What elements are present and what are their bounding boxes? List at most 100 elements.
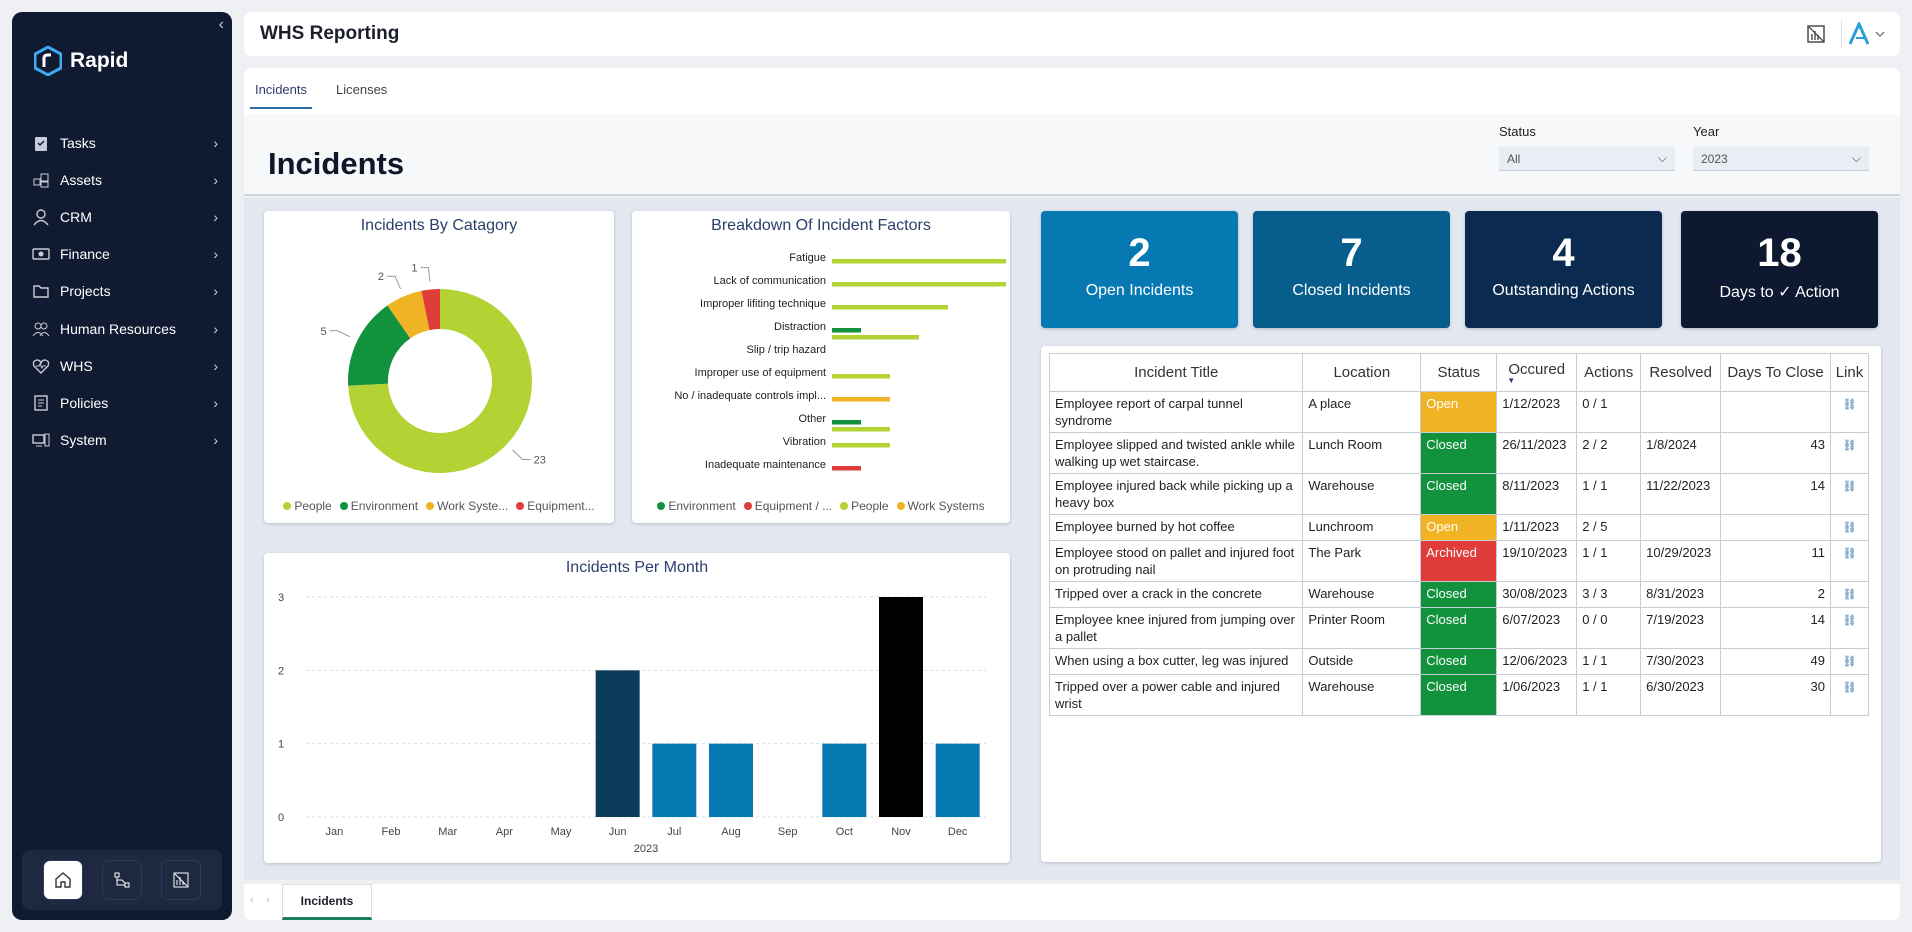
cell-location: Lunchroom bbox=[1302, 514, 1422, 541]
table-row[interactable]: Employee injured back while picking up a… bbox=[1048, 473, 1870, 515]
cell-days: 14 bbox=[1720, 473, 1831, 515]
user-menu-icon[interactable] bbox=[1848, 22, 1888, 46]
link-icon[interactable]: ⛓ bbox=[1842, 589, 1857, 601]
table-row[interactable]: Employee knee injured from jumping over … bbox=[1048, 607, 1870, 649]
sidebar-item-human-resources[interactable]: Human Resources › bbox=[12, 310, 232, 347]
monthly-bar-chart[interactable]: 0 1 2 3 Jan Feb Mar Apr May Jun Jul Aug Sep Oct Nov Dec… bbox=[264, 581, 1010, 861]
sidebar-item-system[interactable]: System › bbox=[12, 422, 232, 459]
factor-bar[interactable] bbox=[832, 259, 1006, 264]
factor-bar[interactable] bbox=[832, 443, 890, 448]
collapse-sidebar-icon[interactable]: ‹ bbox=[218, 16, 224, 33]
cell-status: Open bbox=[1420, 391, 1498, 433]
column-header[interactable]: Resolved bbox=[1640, 353, 1722, 392]
link-icon[interactable]: ⛓ bbox=[1842, 656, 1857, 668]
sidebar-item-tasks[interactable]: Tasks › bbox=[12, 124, 232, 161]
kpi-card[interactable]: 18 Days to ✓ Action bbox=[1681, 211, 1878, 328]
legend-item[interactable]: Environment bbox=[657, 499, 736, 513]
link-icon[interactable]: ⛓ bbox=[1842, 522, 1857, 534]
link-icon[interactable]: ⛓ bbox=[1842, 615, 1857, 627]
kpi-card[interactable]: 7 Closed Incidents bbox=[1253, 211, 1450, 328]
brand-logo[interactable]: Rapid bbox=[34, 46, 128, 76]
kpi-card[interactable]: 4 Outstanding Actions bbox=[1465, 211, 1662, 328]
factor-bar[interactable] bbox=[832, 427, 890, 432]
category-donut-chart[interactable]: 23 5 2 1 bbox=[264, 233, 614, 513]
report-icon[interactable] bbox=[1806, 24, 1826, 44]
cell-actions: 1 / 1 bbox=[1576, 674, 1642, 716]
table-row[interactable]: When using a box cutter, leg was injured… bbox=[1048, 648, 1870, 675]
table-row[interactable]: Employee burned by hot coffee Lunchroom Op… bbox=[1048, 514, 1870, 541]
legend-item[interactable]: People bbox=[283, 499, 332, 513]
chevron-left-icon[interactable]: ‹ bbox=[250, 894, 254, 906]
legend-item[interactable]: People bbox=[840, 499, 889, 513]
factor-bar[interactable] bbox=[832, 305, 948, 310]
pie-data-label: 1 bbox=[411, 263, 417, 275]
workflow-button[interactable] bbox=[101, 860, 142, 900]
chevron-right-icon[interactable]: › bbox=[266, 894, 270, 906]
cell-actions: 2 / 2 bbox=[1576, 432, 1642, 474]
column-header[interactable]: Link bbox=[1829, 353, 1870, 392]
legend-item[interactable]: Work Syste... bbox=[426, 499, 508, 513]
month-bar[interactable] bbox=[595, 670, 640, 817]
legend-item[interactable]: Equipment... bbox=[516, 499, 595, 513]
sidebar-item-finance[interactable]: Finance › bbox=[12, 236, 232, 273]
table-row[interactable]: Employee slipped and twisted ankle while… bbox=[1048, 432, 1870, 474]
year-select[interactable]: 2023 ⌵ bbox=[1693, 147, 1869, 171]
table-row[interactable]: Tripped over a crack in the concrete Ware… bbox=[1048, 581, 1870, 608]
legend-item[interactable]: Equipment / ... bbox=[743, 499, 832, 513]
link-icon[interactable]: ⛓ bbox=[1842, 440, 1857, 452]
sidebar-item-policies[interactable]: Policies › bbox=[12, 384, 232, 421]
month-bar[interactable] bbox=[879, 597, 923, 817]
home-button[interactable] bbox=[43, 860, 84, 900]
month-bar[interactable] bbox=[652, 743, 697, 817]
status-select[interactable]: All ⌵ bbox=[1499, 147, 1675, 171]
column-header[interactable]: Occured ▼ bbox=[1496, 353, 1578, 392]
table-row[interactable]: Employee stood on pallet and injured foo… bbox=[1048, 540, 1870, 582]
factor-bar[interactable] bbox=[832, 397, 890, 402]
divider bbox=[1841, 20, 1842, 48]
column-header[interactable]: Days To Close bbox=[1720, 353, 1831, 392]
factors-bar-chart[interactable]: Fatigue Lack of communication Improper lif… bbox=[632, 247, 1010, 497]
month-bar[interactable] bbox=[709, 743, 753, 817]
column-header[interactable]: Location bbox=[1302, 353, 1422, 392]
pie-slice[interactable] bbox=[348, 289, 532, 473]
column-header[interactable]: Status bbox=[1420, 353, 1498, 392]
pie-slice[interactable] bbox=[387, 290, 430, 339]
factor-bar[interactable] bbox=[832, 282, 1006, 287]
table-row[interactable]: Tripped over a power cable and injured w… bbox=[1048, 674, 1870, 716]
column-header[interactable]: Incident Title bbox=[1048, 353, 1304, 392]
chevron-right-icon: › bbox=[213, 171, 218, 188]
sidebar-item-projects[interactable]: Projects › bbox=[12, 273, 232, 310]
kpi-card[interactable]: 2 Open Incidents bbox=[1041, 211, 1238, 328]
link-icon[interactable]: ⛓ bbox=[1842, 548, 1857, 560]
legend-label: Equipment... bbox=[527, 499, 595, 513]
chevron-right-icon: › bbox=[213, 320, 218, 337]
sidebar-item-assets[interactable]: Assets › bbox=[12, 161, 232, 198]
pie-slice[interactable] bbox=[421, 289, 440, 331]
factor-bar[interactable] bbox=[832, 328, 861, 333]
sidebar-item-crm[interactable]: CRM › bbox=[12, 198, 232, 235]
factor-bar[interactable] bbox=[832, 335, 919, 340]
tab-licenses[interactable]: Licenses bbox=[336, 82, 388, 97]
home-icon bbox=[55, 872, 72, 888]
sidebar-item-label: System bbox=[60, 432, 107, 449]
factor-bar[interactable] bbox=[832, 466, 861, 471]
cell-actions: 1 / 1 bbox=[1576, 473, 1642, 515]
folder-icon bbox=[32, 282, 50, 300]
tab-incidents[interactable]: Incidents bbox=[250, 82, 312, 109]
factor-bar[interactable] bbox=[832, 374, 890, 379]
month-bar[interactable] bbox=[822, 743, 867, 817]
column-header[interactable]: Actions bbox=[1576, 353, 1642, 392]
link-icon[interactable]: ⛓ bbox=[1842, 682, 1857, 694]
link-icon[interactable]: ⛓ bbox=[1842, 481, 1857, 493]
legend-item[interactable]: Work Systems bbox=[896, 499, 985, 513]
link-icon[interactable]: ⛓ bbox=[1842, 399, 1857, 411]
factor-bar[interactable] bbox=[832, 420, 861, 425]
month-bar[interactable] bbox=[935, 743, 980, 817]
footer-tab-incidents[interactable]: Incidents bbox=[282, 884, 372, 920]
cell-status: Closed bbox=[1420, 607, 1498, 649]
sidebar-item-whs[interactable]: WHS › bbox=[12, 347, 232, 384]
reports-button[interactable] bbox=[160, 860, 201, 900]
legend-item[interactable]: Environment bbox=[339, 499, 418, 513]
table-row[interactable]: Employee report of carpal tunnel syndrom… bbox=[1048, 391, 1870, 433]
pie-slice[interactable] bbox=[348, 305, 411, 386]
